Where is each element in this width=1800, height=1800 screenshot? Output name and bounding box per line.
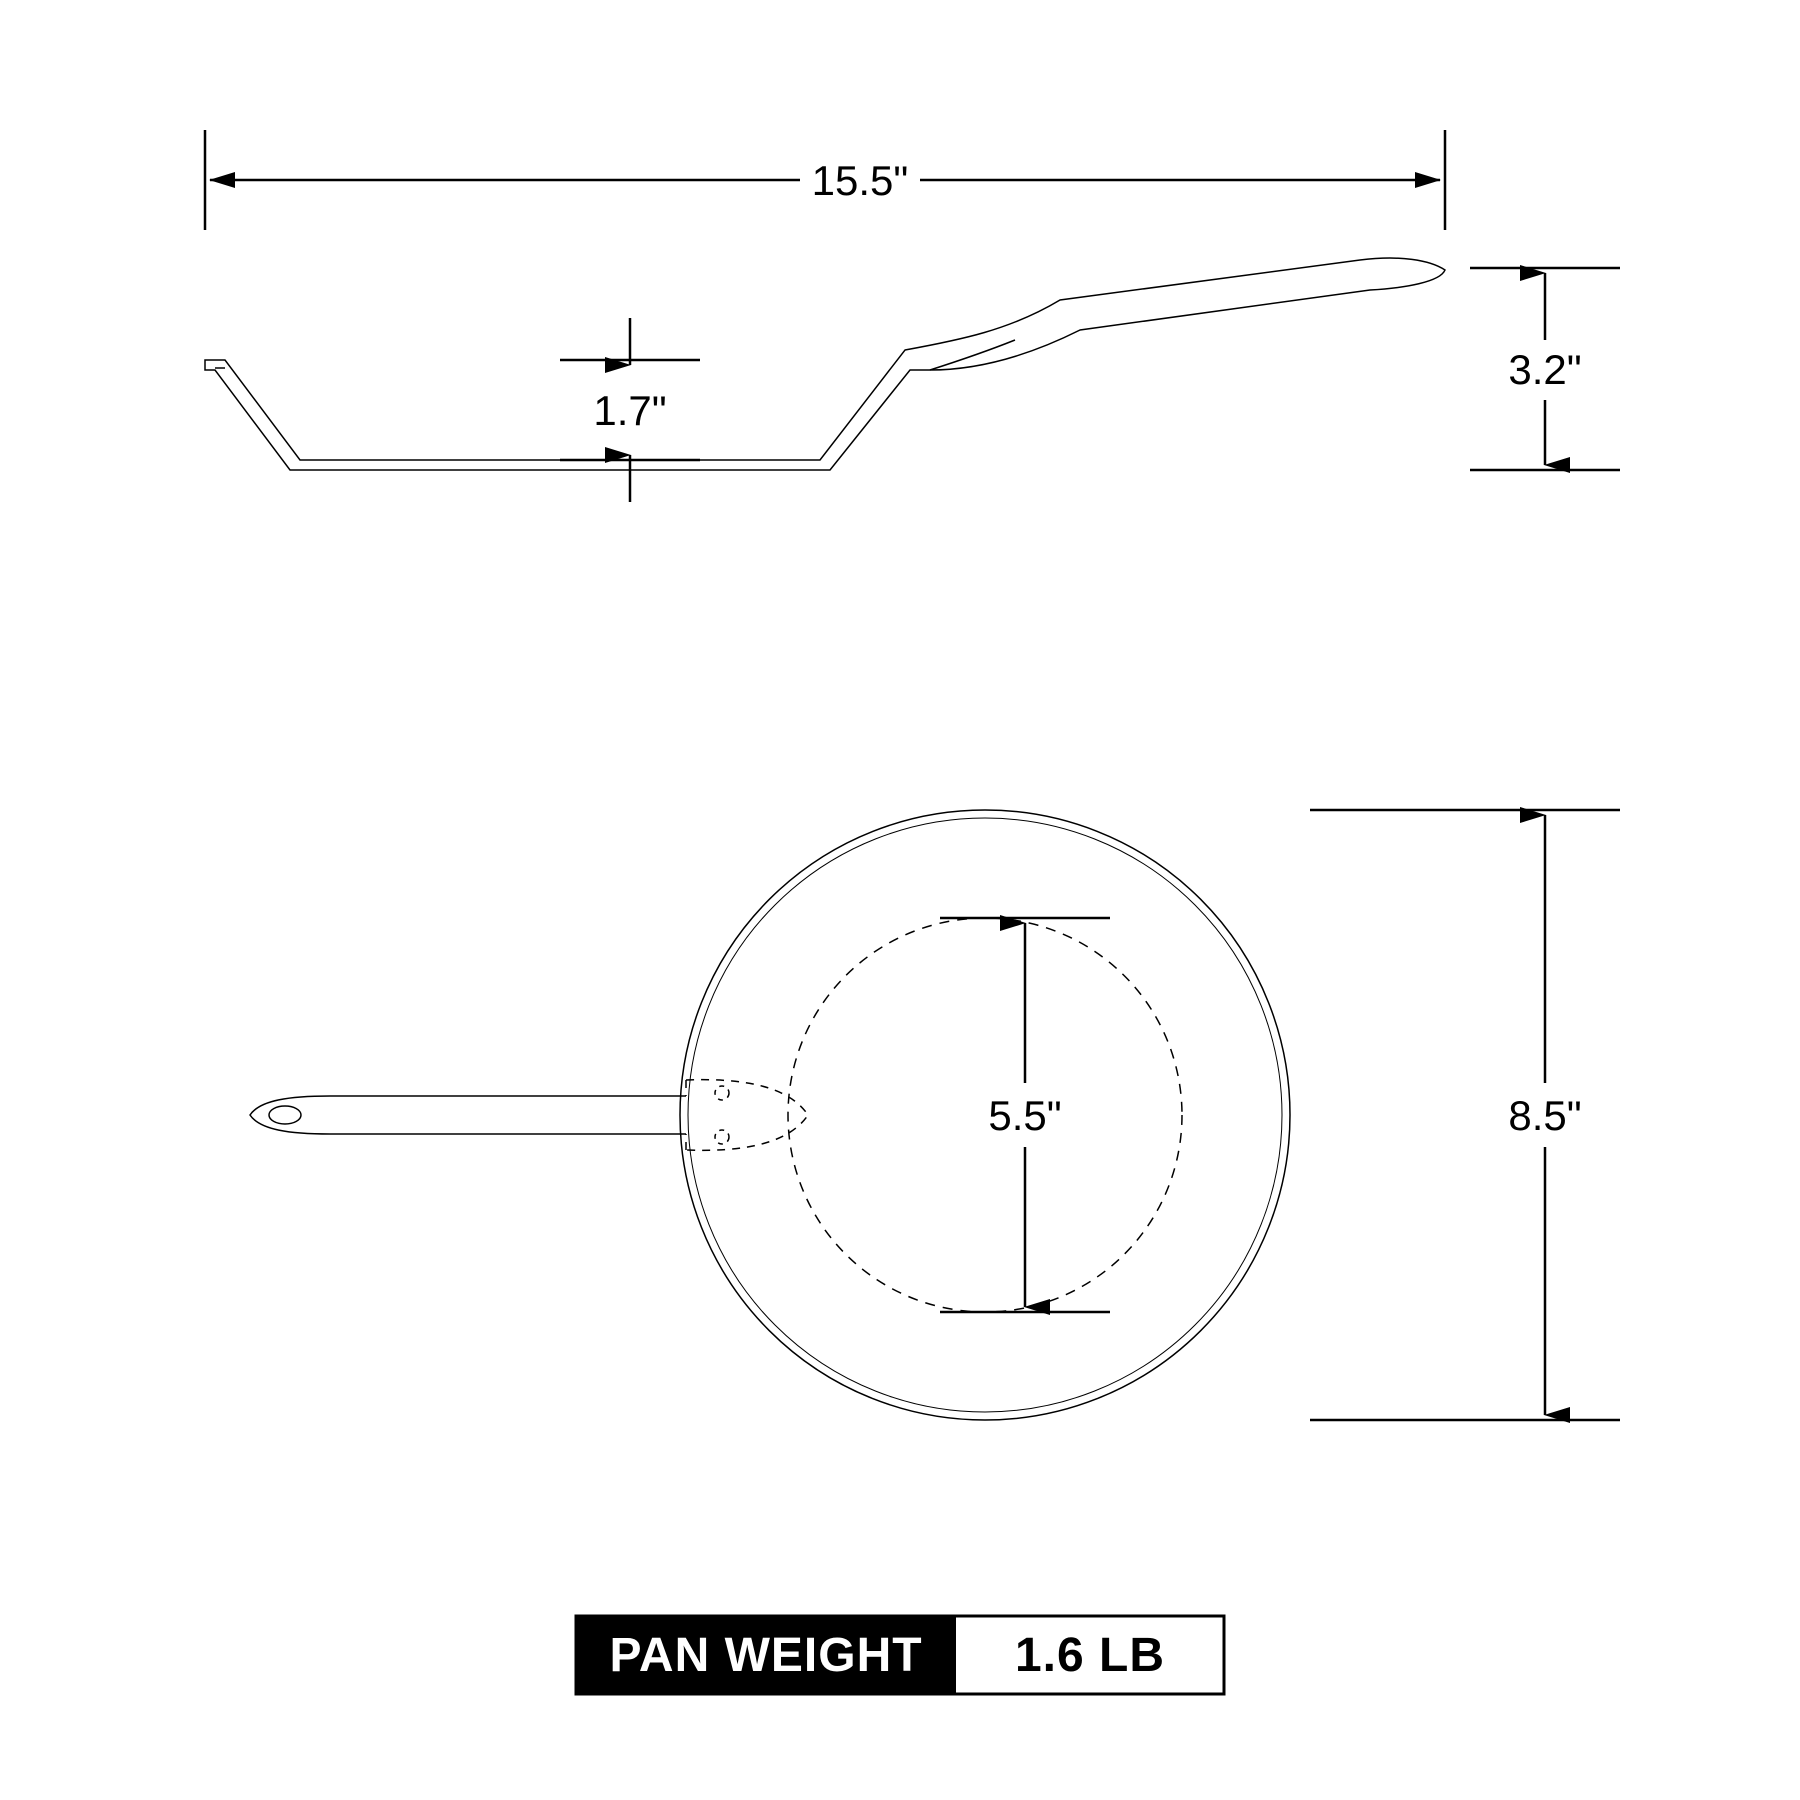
dim-total-length: 15.5": [205, 130, 1445, 230]
handle-top: [250, 1080, 808, 1151]
diagram-canvas: 15.5" 1.7" 3.2": [0, 0, 1800, 1800]
dim-cook-surface-label: 5.5": [988, 1092, 1061, 1139]
weight-label: PAN WEIGHT: [609, 1629, 922, 1682]
dim-handle-rise-label: 3.2": [1508, 346, 1581, 393]
pan-side-outline: [205, 258, 1445, 470]
side-view: 15.5" 1.7" 3.2": [205, 130, 1620, 502]
dim-cook-surface: 5.5": [940, 918, 1110, 1312]
dim-pan-depth-label: 1.7": [593, 387, 666, 434]
dim-handle-rise: 3.2": [1470, 268, 1620, 470]
top-view: 5.5" 8.5": [250, 810, 1620, 1420]
dim-total-length-label: 15.5": [812, 157, 909, 204]
weight-badge: PAN WEIGHT 1.6 LB: [576, 1616, 1224, 1694]
dim-outer-diameter-label: 8.5": [1508, 1092, 1581, 1139]
dim-outer-diameter: 8.5": [1310, 810, 1620, 1420]
dim-pan-depth: 1.7": [560, 318, 700, 502]
weight-value: 1.6 LB: [1015, 1629, 1165, 1682]
